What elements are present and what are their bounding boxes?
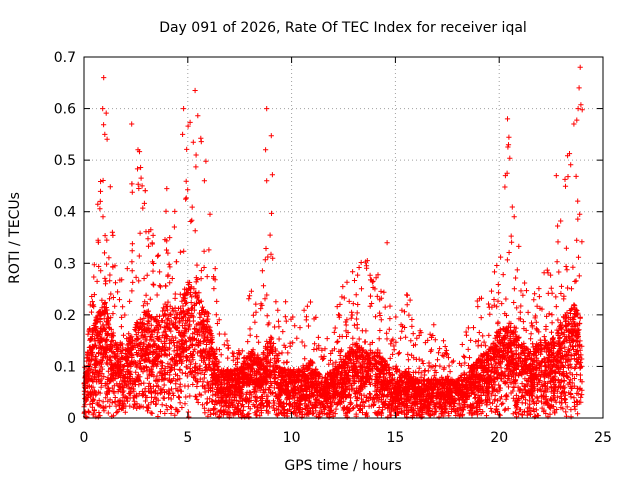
grid-lines	[84, 57, 603, 418]
y-tick-label: 0.1	[54, 359, 76, 375]
plot-frame	[83, 56, 604, 419]
x-axis-label: GPS time / hours	[284, 458, 401, 474]
y-axis-label: ROTI / TECUs	[7, 192, 23, 284]
y-tick-label: 0	[67, 411, 76, 427]
y-tick-label: 0.6	[54, 102, 76, 118]
y-tick-label: 0.5	[54, 153, 76, 169]
x-tick-label: 15	[386, 430, 404, 446]
tick-labels: 0 5 10 15 20 25 0 0.1 0.2 0.3 0.4 0.5 0.6 0.7	[54, 50, 612, 446]
y-tick-label: 0.3	[54, 256, 76, 272]
y-tick-label: 0.2	[54, 308, 76, 324]
x-tick-label: 25	[594, 430, 612, 446]
chart-title: Day 091 of 2026, Rate Of TEC Index for r…	[159, 20, 527, 36]
x-tick-label: 20	[490, 430, 508, 446]
data-points	[81, 64, 585, 420]
y-tick-label: 0.4	[54, 205, 76, 221]
x-tick-label: 0	[80, 430, 89, 446]
x-tick-label: 10	[283, 430, 301, 446]
y-tick-label: 0.7	[54, 50, 76, 66]
x-tick-label: 5	[183, 430, 192, 446]
roti-series-markers	[81, 64, 585, 420]
